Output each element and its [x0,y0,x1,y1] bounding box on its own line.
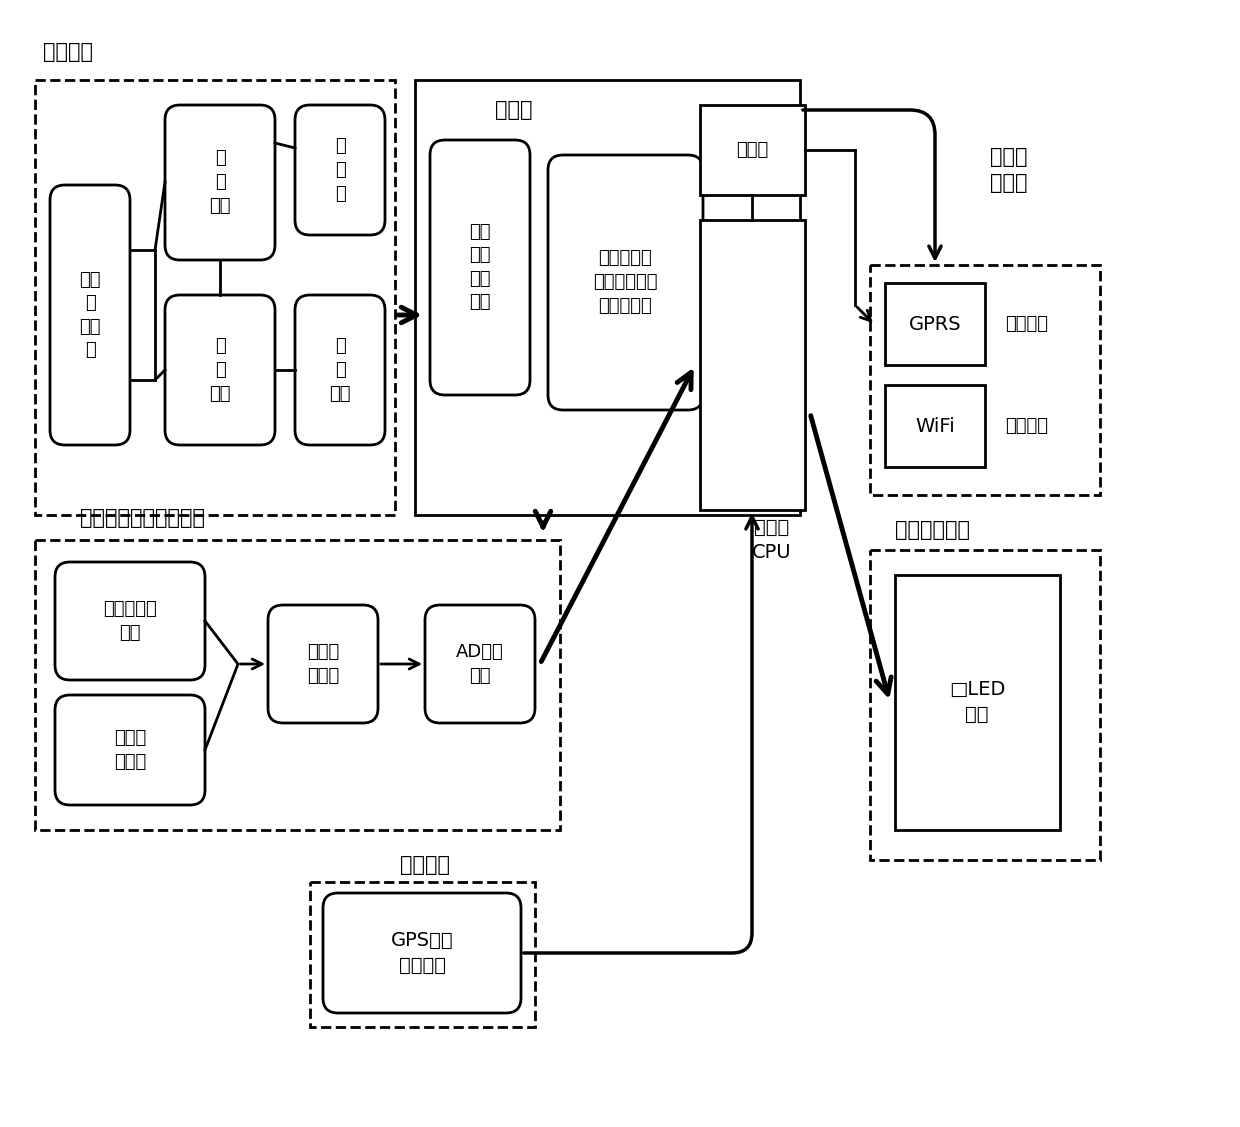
Text: 温湿度
传感器: 温湿度 传感器 [114,729,146,771]
Bar [701,105,805,195]
Text: 智能
供电
选择
电路: 智能 供电 选择 电路 [469,223,491,311]
Text: AD采集
芯片: AD采集 芯片 [456,644,503,685]
FancyBboxPatch shape [55,695,205,805]
Text: □LED
显示: □LED 显示 [949,680,1006,724]
Text: 充
电
电路: 充 电 电路 [210,150,231,214]
Text: 肥料气体浓度采集模块: 肥料气体浓度采集模块 [81,508,205,529]
FancyBboxPatch shape [268,605,378,724]
FancyBboxPatch shape [295,105,384,236]
Bar [35,540,560,829]
Text: 数据传
输模块: 数据传 输模块 [990,147,1028,193]
Text: 气体传感器
阵列: 气体传感器 阵列 [103,601,157,641]
FancyBboxPatch shape [322,893,521,1013]
Bar [415,80,800,515]
FancyBboxPatch shape [55,562,205,680]
FancyBboxPatch shape [165,295,275,445]
Text: 电源模块: 电源模块 [43,42,93,62]
Text: 嵌入式
CPU: 嵌入式 CPU [753,518,792,562]
FancyBboxPatch shape [50,185,130,445]
Text: 数据输出: 数据输出 [1004,316,1048,332]
Text: GPRS: GPRS [909,314,961,334]
FancyBboxPatch shape [165,105,275,260]
Bar [310,882,534,1027]
Text: 防盗模块: 防盗模块 [401,855,450,875]
Bar [701,220,805,511]
Text: 数据输出: 数据输出 [1004,417,1048,435]
Text: 外围显示模块: 外围显示模块 [895,520,970,540]
Text: 主模块: 主模块 [495,100,532,119]
Text: 土壤中肥料
配比、变化量
等数据分析: 土壤中肥料 配比、变化量 等数据分析 [593,249,657,314]
FancyBboxPatch shape [295,295,384,445]
Bar [870,550,1100,860]
Text: 太阳
能
电池
板: 太阳 能 电池 板 [79,270,100,360]
Text: 锂
电
池: 锂 电 池 [335,137,346,203]
Bar [870,265,1100,495]
Bar [885,283,985,365]
Bar [885,385,985,467]
Text: WiFi: WiFi [915,417,955,435]
Bar [35,80,396,515]
Text: 降
压
电路: 降 压 电路 [210,337,231,402]
Text: 稳
压
电路: 稳 压 电路 [330,337,351,402]
FancyBboxPatch shape [425,605,534,724]
Bar [895,575,1060,829]
Text: 存储器: 存储器 [735,141,768,159]
Text: GPS追踪
定位模块: GPS追踪 定位模块 [391,931,454,975]
Text: 信号调
节电路: 信号调 节电路 [306,644,339,685]
FancyBboxPatch shape [430,140,529,394]
FancyBboxPatch shape [548,156,703,410]
